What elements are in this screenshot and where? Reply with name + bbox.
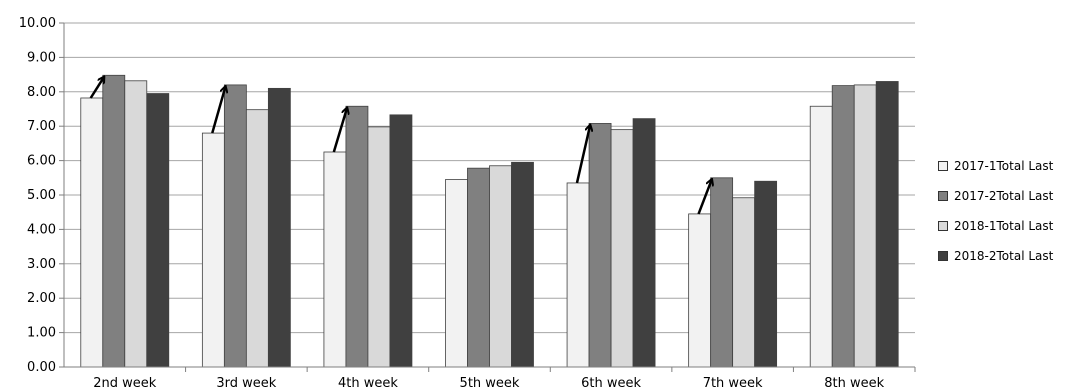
bar <box>832 86 854 367</box>
x-tick-label: 8th week <box>824 376 884 391</box>
legend-swatch <box>938 161 948 171</box>
bar <box>202 133 224 367</box>
y-axis: 0.00 1.00 2.00 3.00 4.00 5.00 6.00 7.00 8.00 9.00… <box>19 16 64 375</box>
legend-label: 2018-2Total Last <box>954 249 1053 263</box>
legend-item: 2017-1Total Last <box>938 151 1053 181</box>
x-tick-label: 3rd week <box>216 376 276 391</box>
bar <box>589 123 611 367</box>
bar <box>611 130 633 367</box>
bar <box>876 81 898 367</box>
y-tick-label: 0.00 <box>27 360 56 375</box>
bar <box>446 180 468 367</box>
bar <box>854 85 876 367</box>
legend-item: 2018-1Total Last <box>938 211 1053 241</box>
bar <box>81 98 103 367</box>
bar <box>103 75 125 367</box>
bar <box>324 152 346 367</box>
legend-swatch <box>938 251 948 261</box>
legend-label: 2018-1Total Last <box>954 219 1053 233</box>
bar <box>689 214 711 367</box>
bar <box>268 88 290 367</box>
bar <box>711 178 733 367</box>
y-tick-label: 8.00 <box>27 85 56 100</box>
bar <box>346 106 368 367</box>
bar <box>567 183 589 367</box>
bar <box>755 181 777 367</box>
bar <box>147 94 169 367</box>
bar <box>368 127 390 367</box>
bar <box>125 81 147 367</box>
y-tick-label: 9.00 <box>27 50 56 65</box>
y-tick-label: 4.00 <box>27 222 56 237</box>
legend-swatch <box>938 191 948 201</box>
bar <box>246 110 268 367</box>
bar <box>390 115 412 367</box>
legend-item: 2018-2Total Last <box>938 241 1053 271</box>
bars <box>81 75 898 367</box>
y-tick-label: 2.00 <box>27 291 56 306</box>
bar <box>468 168 490 367</box>
annotation-arrow <box>91 77 104 98</box>
bar <box>633 119 655 367</box>
bar <box>224 85 246 367</box>
annotation-arrow <box>699 180 712 214</box>
x-tick-label: 7th week <box>703 376 763 391</box>
y-tick-label: 10.00 <box>19 16 56 31</box>
annotation-arrow <box>577 125 590 183</box>
legend-swatch <box>938 221 948 231</box>
legend-item: 2017-2Total Last <box>938 181 1053 211</box>
x-tick-label: 5th week <box>460 376 520 391</box>
y-tick-label: 7.00 <box>27 119 56 134</box>
y-tick-label: 5.00 <box>27 188 56 203</box>
y-tick-label: 3.00 <box>27 257 56 272</box>
legend-label: 2017-2Total Last <box>954 189 1053 203</box>
bar <box>810 106 832 367</box>
y-tick-label: 1.00 <box>27 326 56 341</box>
x-tick-label: 6th week <box>581 376 641 391</box>
annotation-arrow <box>334 108 347 152</box>
bar <box>512 162 534 367</box>
x-tick-label: 4th week <box>338 376 398 391</box>
bar <box>733 198 755 367</box>
legend-label: 2017-1Total Last <box>954 159 1053 173</box>
x-tick-label: 2nd week <box>93 376 157 391</box>
x-axis: 2nd week 3rd week 4th week 5th week 6th week… <box>64 367 915 391</box>
bar <box>490 166 512 367</box>
y-tick-label: 6.00 <box>27 154 56 169</box>
chart-legend: 2017-1Total Last 2017-2Total Last 2018-1To… <box>938 151 1053 271</box>
